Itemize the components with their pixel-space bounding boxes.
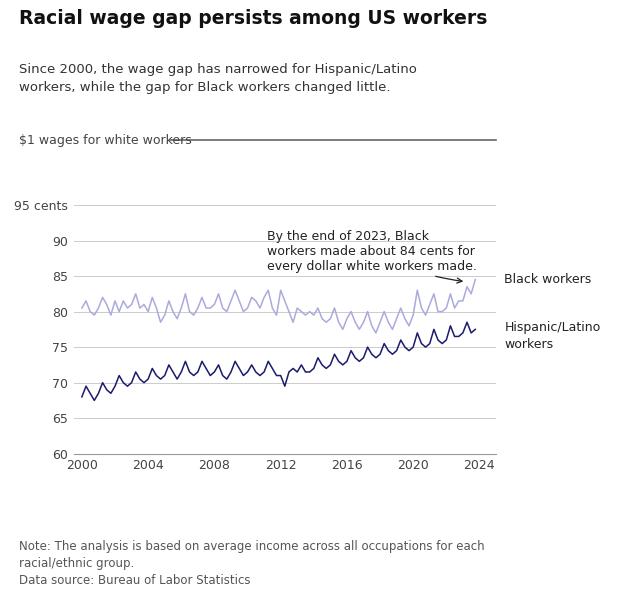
Text: By the end of 2023, Black
workers made about 84 cents for
every dollar white wor: By the end of 2023, Black workers made a…	[268, 230, 477, 283]
Text: Hispanic/Latino
workers: Hispanic/Latino workers	[504, 321, 601, 352]
Text: Note: The analysis is based on average income across all occupations for each
ra: Note: The analysis is based on average i…	[19, 540, 485, 570]
Text: Data source: Bureau of Labor Statistics: Data source: Bureau of Labor Statistics	[19, 574, 251, 587]
Text: Racial wage gap persists among US workers: Racial wage gap persists among US worker…	[19, 9, 488, 28]
Text: $1 wages for white workers: $1 wages for white workers	[19, 134, 192, 147]
Text: Black workers: Black workers	[504, 273, 592, 286]
Text: Since 2000, the wage gap has narrowed for Hispanic/Latino
workers, while the gap: Since 2000, the wage gap has narrowed fo…	[19, 63, 417, 94]
